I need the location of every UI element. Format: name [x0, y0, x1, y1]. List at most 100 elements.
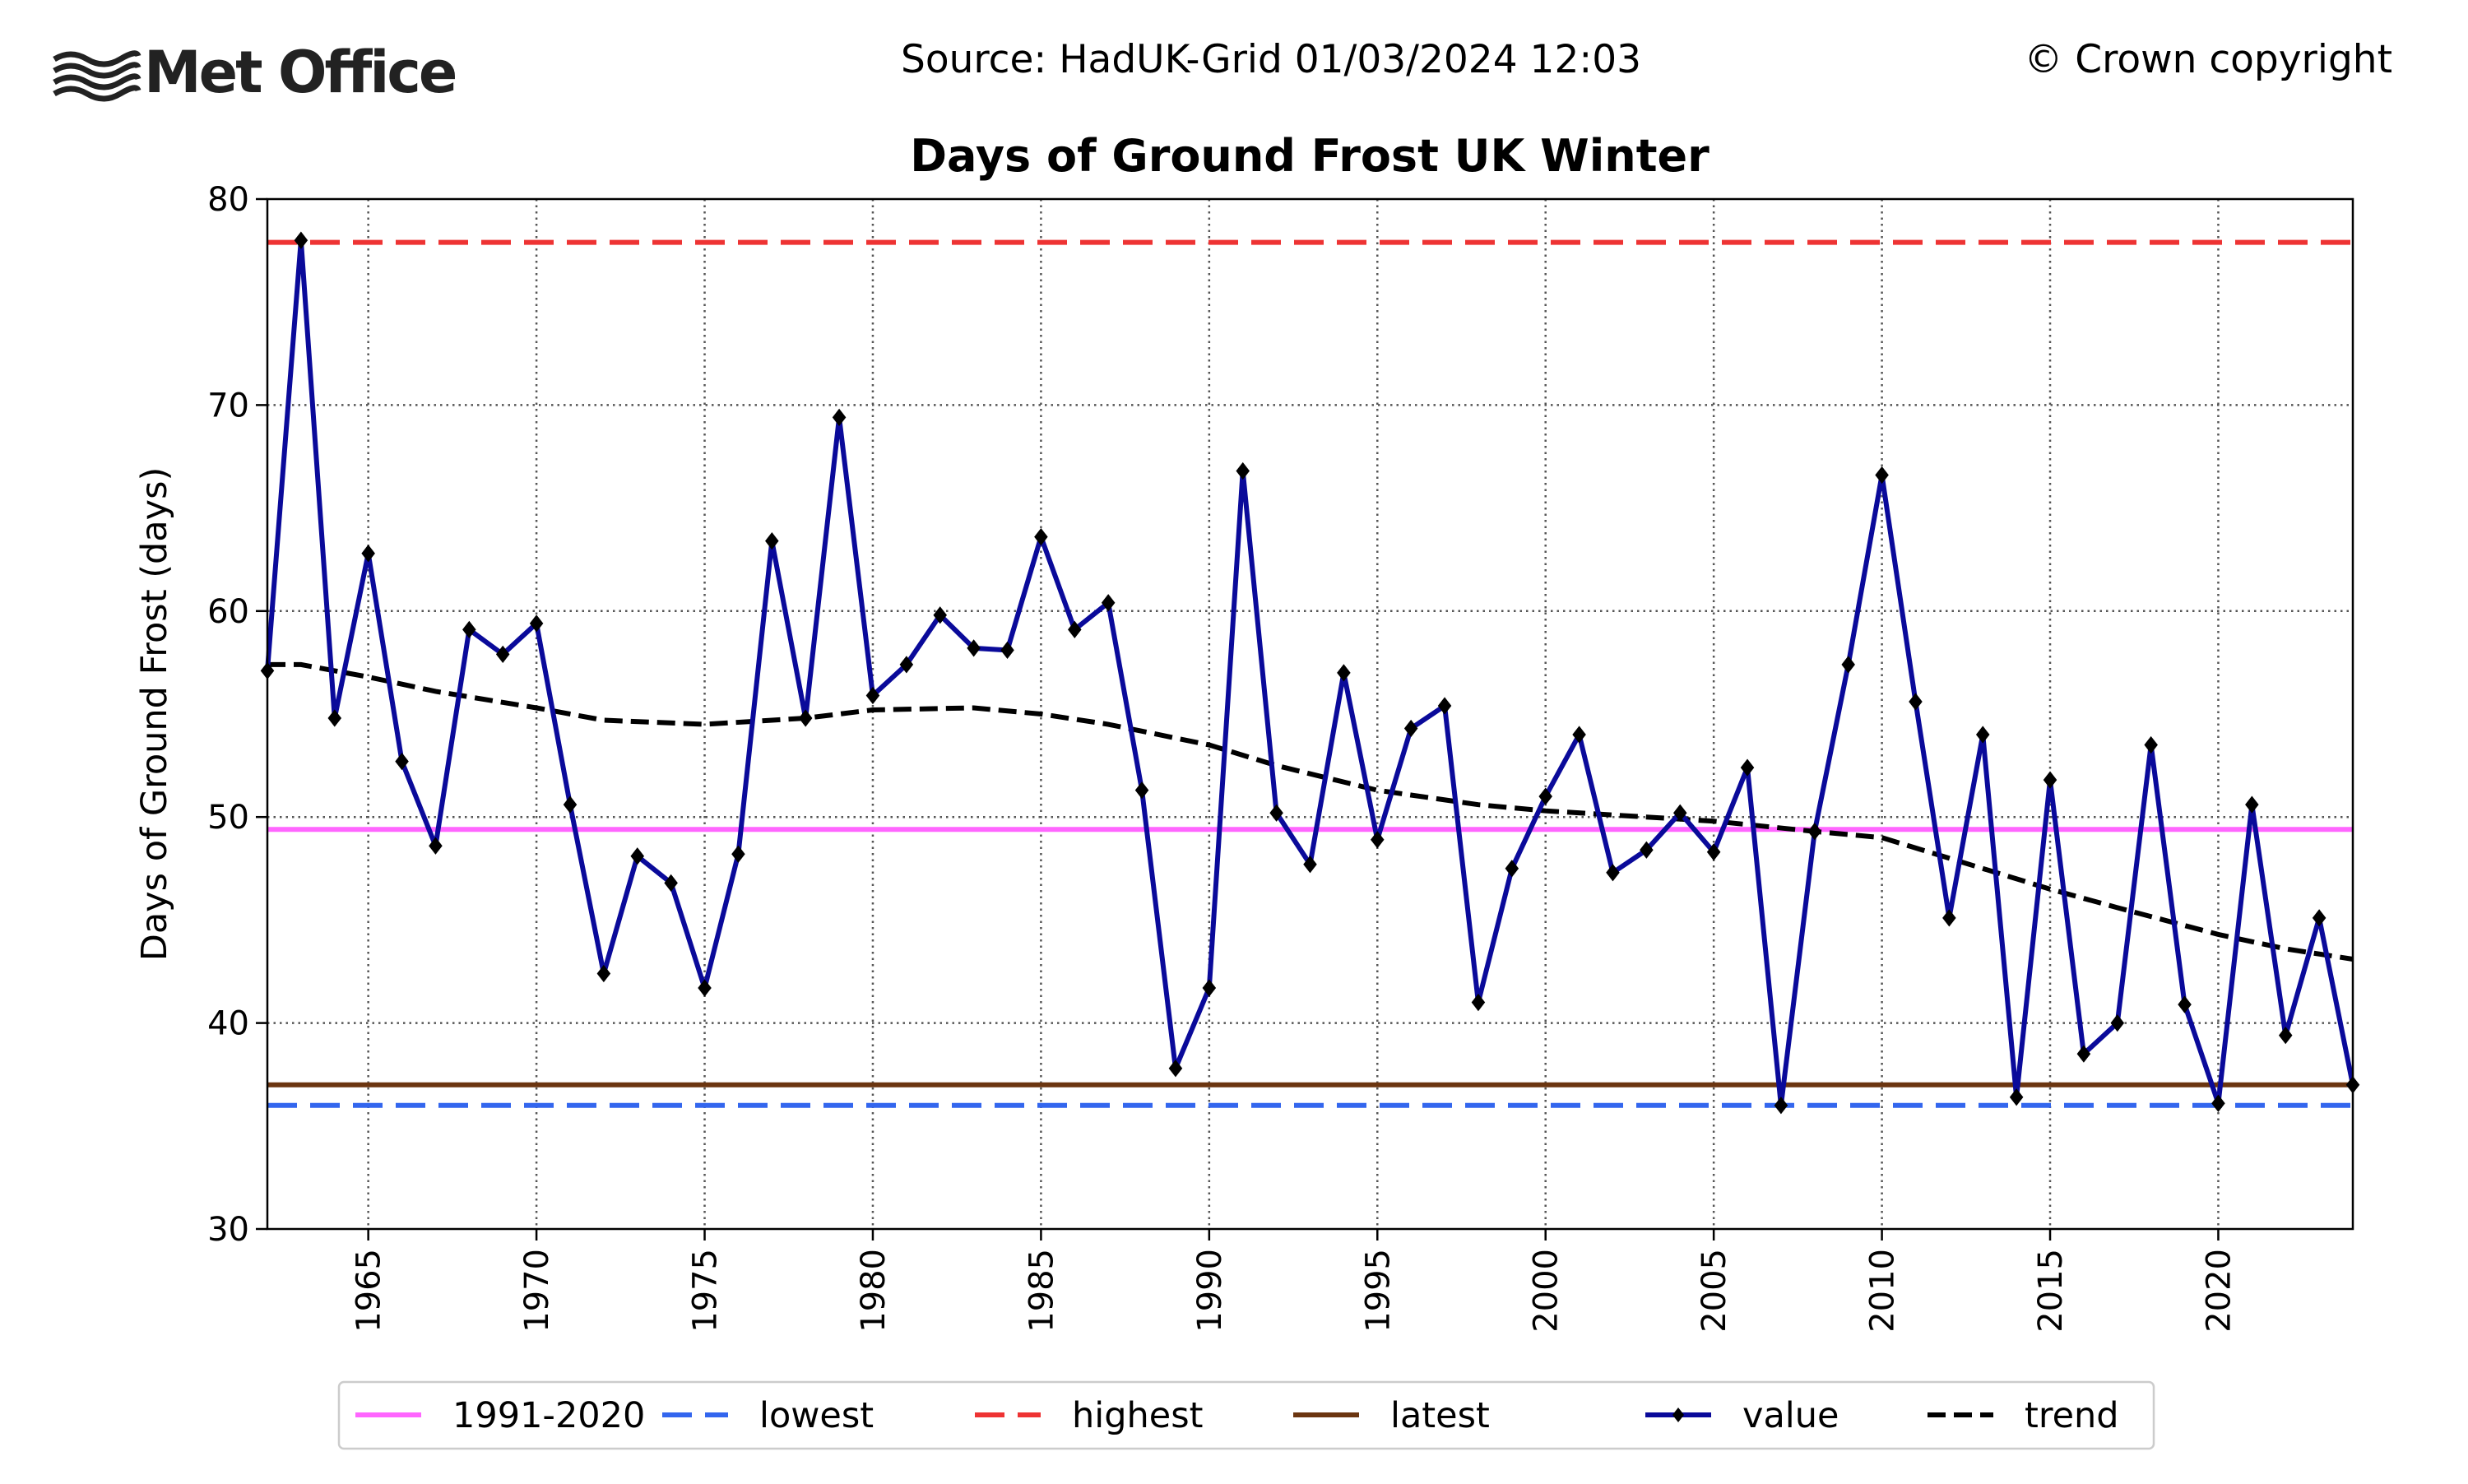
- data-point: [1672, 804, 1687, 822]
- value-line: [265, 238, 2355, 1108]
- data-point: [1269, 804, 1283, 822]
- legend-item-value: value: [1645, 1395, 1839, 1436]
- data-point: [1572, 726, 1586, 744]
- y-tick-label: 70: [207, 387, 249, 424]
- chart-title: Days of Ground Frost UK Winter: [910, 130, 1710, 182]
- legend-item-latest: latest: [1293, 1395, 1490, 1436]
- data-point: [1740, 758, 1755, 777]
- data-point: [731, 845, 745, 863]
- data-point: [429, 837, 443, 855]
- data-point: [1236, 461, 1250, 480]
- y-tick-label: 30: [207, 1211, 249, 1249]
- data-point: [1134, 781, 1149, 800]
- data-point: [462, 620, 476, 638]
- plot-frame: [266, 197, 2354, 1231]
- data-point: [798, 709, 813, 727]
- x-tick-label: 2010: [1864, 1249, 1902, 1333]
- data-point: [967, 639, 981, 657]
- x-tick-label: 1975: [687, 1249, 725, 1333]
- data-point: [1875, 466, 1889, 485]
- y-tick-label: 40: [207, 1005, 249, 1043]
- x-tick-label: 1990: [1191, 1249, 1229, 1333]
- legend-label: highest: [1072, 1395, 1203, 1436]
- x-tick-label: 1985: [1023, 1249, 1060, 1333]
- data-point: [933, 606, 948, 624]
- data-point: [1505, 860, 1519, 878]
- data-point: [832, 408, 847, 427]
- copyright-text: © Crown copyright: [2024, 37, 2392, 82]
- x-tick-label: 1965: [350, 1249, 388, 1333]
- y-tick-label: 50: [207, 799, 249, 837]
- x-tick-label: 2015: [2032, 1249, 2070, 1333]
- data-point: [596, 964, 611, 983]
- data-point: [1807, 823, 1822, 841]
- data-point: [1975, 726, 1990, 744]
- legend-box: [337, 1380, 2155, 1450]
- legend-label: lowest: [759, 1395, 874, 1436]
- waves-icon: [53, 50, 141, 102]
- data-point: [1168, 1060, 1183, 1078]
- grid: [267, 199, 2353, 1229]
- y-tick-label: 80: [207, 181, 249, 219]
- data-point: [495, 645, 510, 664]
- reference-lines: [267, 239, 2353, 1108]
- legend: 1991-2020 lowest highest latest value trend: [337, 1380, 2155, 1450]
- data-point: [2110, 1013, 2125, 1032]
- data-point: [1403, 719, 1418, 738]
- ticks: 1965 1970 1975 1980 1985 1990 1995 2000 2005 2010…: [207, 181, 2238, 1333]
- data-point: [2178, 995, 2192, 1013]
- data-point: [1101, 594, 1116, 612]
- data-point: [1841, 656, 1855, 674]
- data-point: [2211, 1094, 2225, 1112]
- data-point: [2076, 1045, 2091, 1063]
- data-point: [1909, 693, 1923, 711]
- data-point: [2245, 795, 2259, 814]
- legend-label: value: [1742, 1395, 1839, 1436]
- legend-item-1991-2020: 1991-2020: [355, 1395, 645, 1436]
- data-point: [2009, 1088, 2024, 1106]
- legend-item-lowest: lowest: [662, 1395, 874, 1436]
- data-point: [899, 656, 914, 674]
- data-point: [1471, 993, 1486, 1012]
- source-text: Source: HadUK-Grid 01/03/2024 12:03: [901, 37, 1641, 82]
- legend-label: latest: [1390, 1395, 1490, 1436]
- data-point: [1068, 620, 1082, 638]
- data-point: [1303, 856, 1317, 874]
- y-tick-label: 60: [207, 593, 249, 631]
- data-point: [1640, 841, 1654, 859]
- data-point: [1706, 843, 1721, 861]
- data-point: [2312, 909, 2327, 927]
- data-point: [1034, 528, 1048, 546]
- data-point: [1202, 979, 1217, 997]
- x-tick-label: 1995: [1359, 1249, 1397, 1333]
- data-point: [765, 532, 779, 550]
- data-point: [1538, 787, 1552, 805]
- data-point: [1942, 909, 1956, 927]
- data-point: [563, 795, 578, 814]
- met-office-logo: Met Office: [53, 39, 458, 106]
- data-point: [664, 874, 678, 892]
- x-tick-label: 1970: [518, 1249, 556, 1333]
- data-point: [2278, 1026, 2293, 1045]
- data-point: [1371, 831, 1385, 849]
- data-point: [1000, 641, 1014, 660]
- x-tick-label: 2000: [1528, 1249, 1566, 1333]
- x-tick-label: 2020: [2200, 1249, 2238, 1333]
- data-point: [698, 979, 712, 997]
- data-point: [529, 614, 544, 633]
- series: [260, 231, 2360, 1115]
- data-point: [294, 231, 308, 249]
- data-point: [361, 545, 375, 563]
- data-point: [327, 709, 342, 727]
- data-point: [1437, 697, 1452, 715]
- data-point: [2043, 771, 2057, 789]
- data-point: [395, 752, 409, 771]
- data-point: [1774, 1097, 1788, 1115]
- legend-label: 1991-2020: [452, 1395, 645, 1436]
- data-point: [2144, 735, 2158, 754]
- x-tick-label: 1980: [855, 1249, 893, 1333]
- data-point: [1337, 664, 1351, 682]
- data-point: [865, 686, 880, 705]
- data-point: [1606, 864, 1620, 882]
